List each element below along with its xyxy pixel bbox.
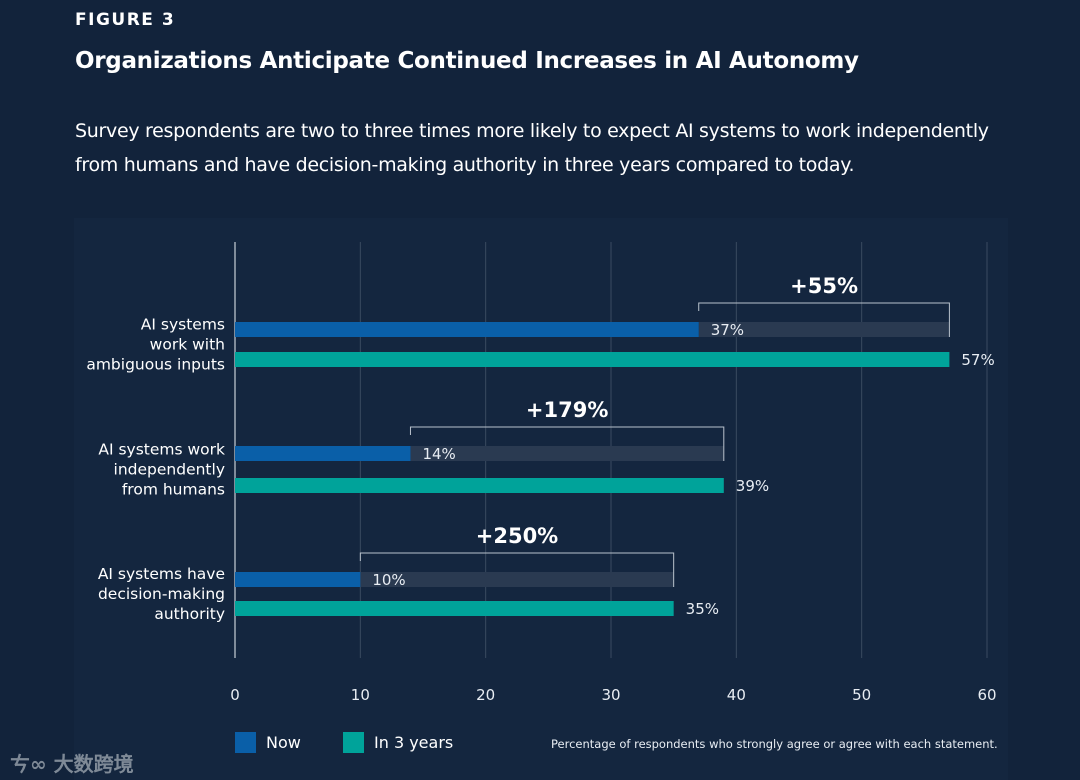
value-label-now: 37% [711, 321, 744, 339]
legend-in3: In 3 years [343, 732, 453, 753]
value-label-in-3-years: 39% [736, 477, 769, 495]
category-label: AI systems have [98, 565, 225, 583]
value-label-in-3-years: 57% [961, 351, 994, 369]
x-tick-label: 40 [727, 686, 746, 704]
category-label: AI systems work [98, 441, 225, 459]
bar-in-3-years [235, 478, 724, 493]
chart-subtitle: Survey respondents are two to three time… [75, 120, 989, 176]
value-label-now: 10% [372, 571, 405, 589]
footnote: Percentage of respondents who strongly a… [551, 737, 998, 751]
chart-title: Organizations Anticipate Continued Incre… [75, 48, 859, 74]
category-label: from humans [122, 481, 225, 499]
bar-now [235, 572, 361, 587]
bar-in-3-years [235, 352, 950, 367]
category-label: independently [114, 461, 225, 479]
value-label-in-3-years: 35% [686, 600, 719, 618]
x-tick-label: 30 [601, 686, 620, 704]
x-tick-label: 20 [476, 686, 495, 704]
legend-label-in3: In 3 years [374, 733, 454, 752]
x-tick-label: 60 [977, 686, 996, 704]
bar-now [235, 446, 411, 461]
category-label: authority [154, 605, 225, 623]
bar-in-3-years [235, 601, 674, 616]
change-bracket [698, 302, 950, 337]
change-annotation: +179% [526, 398, 608, 422]
x-tick-label: 50 [852, 686, 871, 704]
value-label-now: 14% [422, 445, 455, 463]
category-label: AI systems [141, 316, 225, 334]
x-tick-label: 0 [230, 686, 240, 704]
legend-label-now: Now [266, 733, 301, 752]
ghost-bar [360, 572, 674, 587]
category-label: ambiguous inputs [86, 356, 225, 374]
category-label: decision-making [98, 585, 225, 603]
figure-label: FIGURE 3 [75, 10, 176, 30]
change-annotation: +250% [476, 524, 558, 548]
change-annotation: +55% [790, 274, 858, 298]
legend-swatch-now [235, 732, 256, 753]
watermark-logo: ㄘ∞ 大数跨境 [10, 752, 134, 776]
chart-panel [74, 218, 1008, 780]
bar-now [235, 322, 699, 337]
x-tick-label: 10 [351, 686, 370, 704]
change-bracket [359, 552, 675, 587]
category-label: work with [150, 336, 225, 354]
legend-swatch-in3 [343, 732, 364, 753]
ghost-bar [698, 322, 950, 337]
legend-now: Now [235, 732, 301, 753]
change-bracket [409, 426, 725, 461]
ghost-bar [410, 446, 724, 461]
